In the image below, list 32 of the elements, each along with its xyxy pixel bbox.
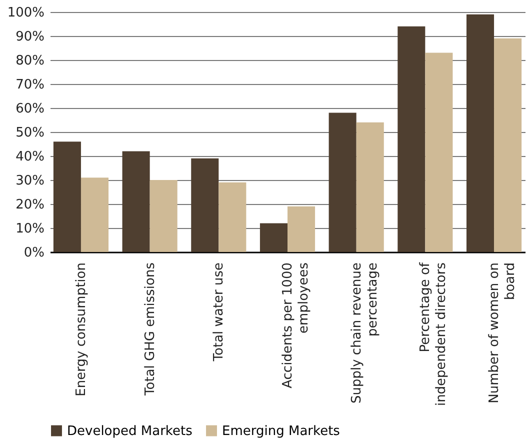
bar bbox=[191, 158, 219, 252]
bar bbox=[53, 142, 81, 252]
x-tick-label: Energy consumption bbox=[74, 262, 89, 396]
y-tick-label: 70% bbox=[16, 78, 44, 92]
bar bbox=[466, 14, 494, 252]
y-tick-label: 60% bbox=[16, 102, 44, 116]
y-tick-label: 30% bbox=[16, 174, 44, 188]
bar bbox=[328, 112, 356, 252]
legend-label: Emerging Markets bbox=[222, 424, 340, 439]
bar bbox=[260, 223, 288, 252]
bar bbox=[425, 52, 453, 252]
y-tick-label: 0% bbox=[24, 246, 44, 260]
bar bbox=[494, 38, 522, 252]
legend-label: Developed Markets bbox=[67, 424, 193, 439]
y-tick-label: 20% bbox=[16, 198, 44, 212]
bar bbox=[150, 180, 178, 252]
y-tick-label: 50% bbox=[16, 126, 44, 140]
bar bbox=[356, 122, 384, 252]
y-tick-label: 90% bbox=[16, 30, 44, 44]
bar bbox=[218, 182, 246, 252]
y-tick-label: 40% bbox=[16, 150, 44, 164]
y-tick-label: 80% bbox=[16, 54, 44, 68]
bar bbox=[122, 151, 150, 252]
y-tick-label: 100% bbox=[7, 6, 44, 20]
y-tick-label: 10% bbox=[16, 222, 44, 236]
bar bbox=[288, 206, 316, 252]
bar bbox=[80, 178, 109, 252]
x-tick-label: Total GHG emissions bbox=[142, 262, 158, 396]
x-tick-label: Total water use bbox=[212, 262, 227, 362]
bar bbox=[398, 26, 426, 252]
x-tick-label: Number of women on board bbox=[487, 262, 518, 404]
x-tick-label: Accidents per 1000 employees bbox=[280, 262, 312, 388]
